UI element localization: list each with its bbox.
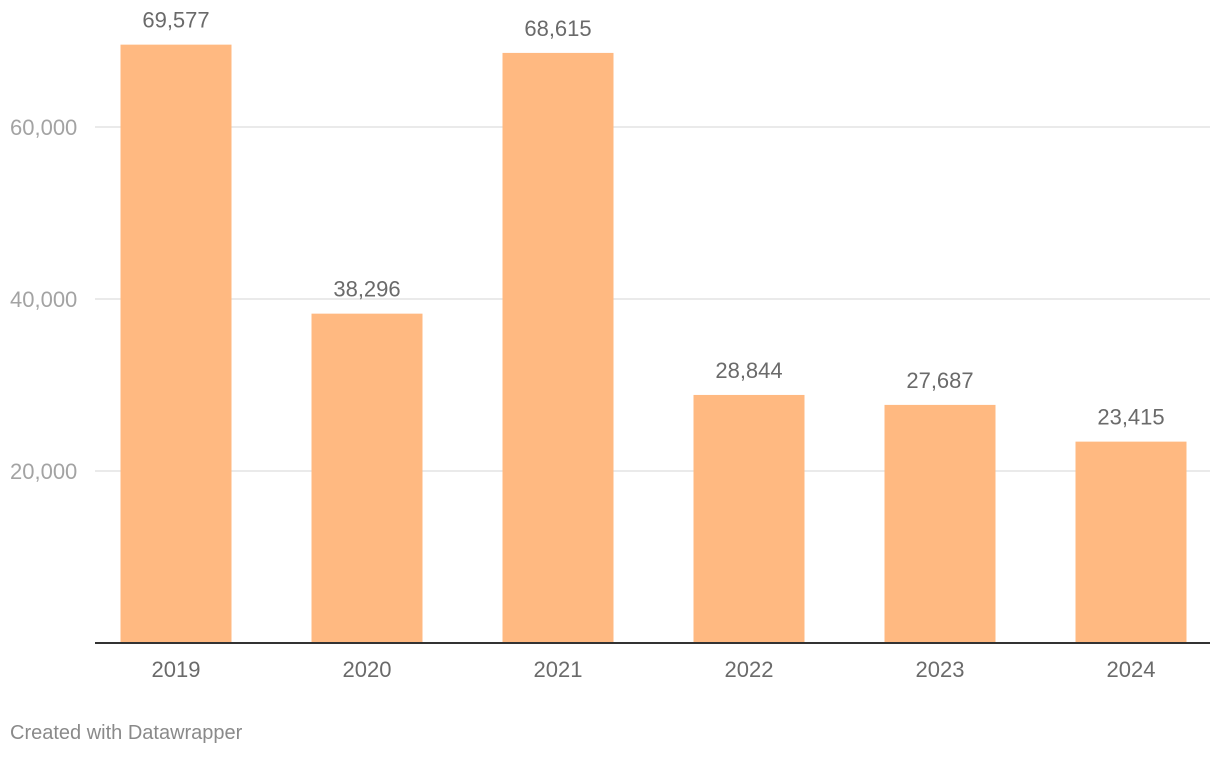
gridlines: 20,000 40,000 60,000 — [10, 115, 1210, 484]
data-label-2019: 69,577 — [142, 8, 209, 33]
x-tick-label-2019: 2019 — [152, 657, 201, 682]
x-tick-label-2021: 2021 — [534, 657, 583, 682]
y-tick-label: 60,000 — [10, 115, 77, 140]
x-axis-ticks: 2019 2020 2021 2022 2023 2024 — [152, 657, 1156, 682]
bars — [120, 44, 1187, 643]
data-label-2021: 68,615 — [524, 16, 591, 41]
bar-2024[interactable] — [1075, 441, 1187, 643]
bar-2019[interactable] — [120, 44, 232, 643]
bar-chart: 20,000 40,000 60,000 69,577 38,296 68,615 28,… — [10, 8, 1210, 682]
y-tick-label: 40,000 — [10, 287, 77, 312]
data-label-2022: 28,844 — [715, 358, 782, 383]
bar-2022[interactable] — [693, 394, 805, 643]
data-label-2023: 27,687 — [906, 368, 973, 393]
bar-2023[interactable] — [884, 404, 996, 643]
bar-2021[interactable] — [502, 52, 614, 643]
x-tick-label-2022: 2022 — [725, 657, 774, 682]
x-tick-label-2024: 2024 — [1107, 657, 1156, 682]
data-label-2024: 23,415 — [1097, 405, 1164, 430]
y-tick-label: 20,000 — [10, 459, 77, 484]
x-tick-label-2020: 2020 — [343, 657, 392, 682]
data-label-2020: 38,296 — [333, 277, 400, 302]
x-tick-label-2023: 2023 — [916, 657, 965, 682]
bar-2020[interactable] — [311, 313, 423, 643]
datawrapper-credit[interactable]: Created with Datawrapper — [10, 722, 243, 744]
data-labels: 69,577 38,296 68,615 28,844 27,687 23,415 — [142, 8, 1164, 430]
